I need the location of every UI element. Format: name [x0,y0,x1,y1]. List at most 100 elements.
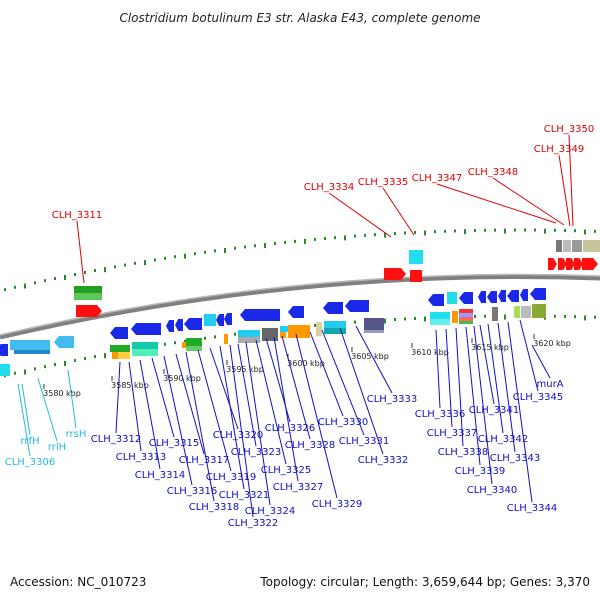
reverse-gene-arrow [131,323,161,335]
strand-dot [594,229,596,233]
scale-tick-label: 3605 kbp [351,352,389,361]
strand-dot [594,315,596,319]
gene-block [10,340,50,350]
leader-line [492,177,565,226]
reverse-gene-arrow [240,309,280,321]
strand-dot [94,355,96,359]
strand-dot [34,367,36,371]
leader-line [558,154,571,227]
strand-dot [524,228,526,232]
leader-line [237,343,257,447]
strand-dot [184,253,186,259]
leader-line [355,325,393,394]
topology-text: Topology: circular; Length: 3,659,644 bp… [259,575,590,589]
reverse-gene-arrow [323,302,343,314]
strand-dot [574,315,576,319]
gene-block [459,317,473,321]
strand-dot [84,356,86,360]
gene-block [112,352,118,359]
gene-label-bottom: CLH_3329 [312,499,363,510]
gene-block [532,304,546,318]
strand-dot [164,256,166,260]
scale-tick-label: 3615 kbp [471,343,509,352]
gene-label-bottom: CLH_3343 [490,453,541,464]
strand-dot [154,258,156,262]
gene-block [132,349,158,356]
leader-line [519,319,539,392]
strand-dot [354,320,356,324]
strand-dot [64,274,66,280]
strand-dot [234,332,236,336]
strand-dot [584,315,586,321]
gene-block [280,332,286,338]
gene-block [572,240,582,252]
gene-block [409,250,423,264]
strand-dot [114,265,116,269]
strand-dot [174,255,176,259]
leader-line [273,336,299,482]
leader-line [128,361,142,452]
leader-line [151,357,175,438]
strand-dot [204,336,206,340]
leader-line [76,220,85,284]
gene-label-top: CLH_3348 [468,167,519,178]
reverse-gene-arrow [498,290,506,302]
forward-gene-arrow [566,258,575,270]
strand-dot [104,353,106,359]
gene-block [186,338,202,346]
gene-block [521,306,531,318]
scale-tick-label: 3590 kbp [163,374,201,383]
rna-label: rrfH [20,436,39,447]
leader-line [115,361,121,434]
strand-dot [404,317,406,321]
scale-tick-label: 3595 kbp [226,365,264,374]
gene-label-top: CLH_3311 [52,210,103,221]
strand-dot [14,371,16,375]
gene-label-bottom: CLH_3332 [358,455,409,466]
gene-block [452,311,458,323]
gene-block [410,270,422,282]
leader-line [497,322,516,453]
gene-label-bottom: CLH_3315 [149,438,200,449]
gene-label-bottom: CLH_3322 [228,518,279,529]
leader-line [67,369,77,429]
strand-dot [434,230,436,234]
rna-label: CLH_3306 [5,457,56,468]
reverse-gene-arrow [54,336,74,348]
gene-label-bottom: CLH_3336 [415,409,466,420]
strand-dot [504,228,506,234]
strand-dot [254,244,256,248]
leader-line [219,345,245,490]
gene-label-bottom: CLH_3342 [478,434,529,445]
reverse-gene-arrow [175,319,183,331]
strand-dot [314,237,316,241]
gene-block [364,318,384,330]
forward-gene-arrow [548,258,557,270]
gene-label-bottom: CLH_3345 [513,392,564,403]
gene-block [459,321,473,324]
gene-label-bottom: CLH_3312 [91,434,142,445]
gene-label-bottom: CLH_3318 [189,502,240,513]
strand-dot [454,229,456,233]
strand-dot [294,239,296,243]
gene-block [364,330,384,333]
reverse-gene-arrow [459,292,473,304]
strand-dot [84,270,86,274]
gene-block [430,312,450,319]
strand-dot [234,246,236,250]
leader-line [455,327,464,447]
leader-line [245,341,271,506]
gene-label-bottom: CLH_3320 [213,430,264,441]
gene-label-top: CLH_3350 [544,124,595,135]
gene-label-bottom: CLH_3325 [261,465,312,476]
strand-dot [384,318,386,324]
strand-dot [174,341,176,345]
leader-line [568,134,574,227]
leader-line [445,328,453,428]
gene-label-top: CLH_3335 [358,177,409,188]
gene-block [430,319,450,325]
leader-line [229,344,254,518]
strand-dot [144,260,146,266]
forward-gene-arrow [582,258,598,270]
